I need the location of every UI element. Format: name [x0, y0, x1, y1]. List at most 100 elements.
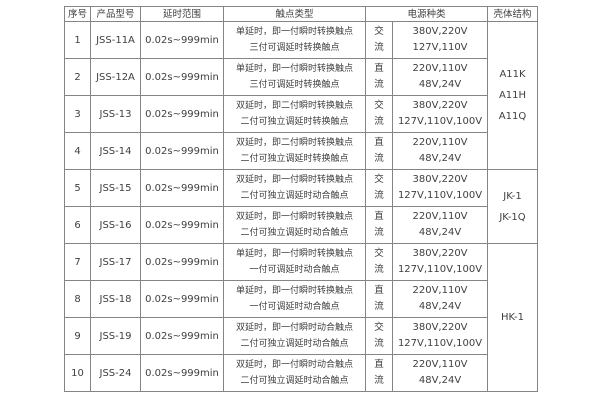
cell-voltage: 220V,110V 48V,24V: [391, 354, 489, 392]
current-char-1: 直: [374, 211, 384, 222]
contact-line-2: 三付可调延时转换触点: [249, 43, 340, 53]
voltage-line-1: 220V,110V: [412, 359, 468, 370]
cell-delay: 0.02s~999min: [140, 317, 224, 355]
cell-voltage: 380V,220V 127V,110V: [391, 21, 489, 59]
current-char-2: 流: [374, 338, 384, 349]
current-char-2: 流: [374, 301, 384, 312]
cell-contact: 单延时，即一付瞬时转换触点 一付可调延时动合触点: [223, 280, 366, 318]
voltage-line-1: 220V,110V: [412, 211, 468, 222]
current-char-1: 直: [374, 63, 384, 74]
voltage-line-2: 127V,110V,100V: [397, 264, 483, 275]
table-row: 7 JSS-17 0.02s~999min 单延时，即一付瞬时转换触点 一付可调…: [64, 243, 539, 392]
cell-no: 9: [64, 317, 91, 355]
current-char-2: 流: [374, 79, 384, 90]
shell-line: JK-1: [503, 190, 522, 202]
current-char-2: 流: [374, 153, 384, 164]
product-spec-table: 序号 产品型号 延时范围 触点类型 电源种类 壳体结构 1 JSS-11A 0.…: [64, 6, 539, 392]
cell-contact: 单延时，即一付瞬时转换触点 三付可调延时转换触点: [223, 21, 366, 59]
cell-current: 直 流: [365, 206, 393, 244]
current-char-2: 流: [374, 264, 384, 275]
contact-line-2: 三付可调延时转换触点: [249, 80, 340, 90]
contact-line-2: 一付可调延时动合触点: [249, 302, 340, 312]
table-row: 6 JSS-16 0.02s~999min 双延时，即一付瞬时转换触点 二付可独…: [64, 206, 538, 244]
cell-voltage: 220V,110V 48V,24V: [391, 132, 489, 170]
col-header-no: 序号: [64, 6, 91, 22]
cell-contact: 单延时，即一付瞬时转换触点 一付可调延时动合触点: [223, 243, 366, 281]
cell-current: 交 流: [365, 95, 393, 133]
cell-delay: 0.02s~999min: [140, 354, 224, 392]
contact-line-1: 双延时，即一付瞬时动合触点: [235, 323, 353, 333]
cell-delay: 0.02s~999min: [140, 95, 224, 133]
contact-line-1: 单延时，即一付瞬时转换触点: [235, 64, 353, 74]
voltage-line-1: 380V,220V: [412, 174, 468, 185]
table-row: 5 JSS-15 0.02s~999min 双延时，即一付瞬时转换触点 二付可独…: [64, 169, 539, 244]
cell-delay: 0.02s~999min: [140, 21, 224, 59]
cell-shell-group-3: HK-1: [487, 243, 539, 392]
cell-model: JSS-24: [90, 354, 141, 392]
cell-voltage: 380V,220V 127V,110V,100V: [391, 95, 489, 133]
table-row: 2 JSS-12A 0.02s~999min 单延时，即一付瞬时转换触点 三付可…: [64, 58, 538, 96]
cell-current: 直 流: [365, 58, 393, 96]
cell-no: 7: [64, 243, 91, 281]
voltage-line-1: 220V,110V: [412, 137, 468, 148]
voltage-line-1: 220V,110V: [412, 285, 468, 296]
cell-current: 直 流: [365, 280, 393, 318]
voltage-line-2: 127V,110V: [412, 42, 468, 53]
col-header-contact: 触点类型: [223, 6, 366, 22]
contact-line-2: 二付可独立调延时转换触点: [240, 117, 349, 127]
cell-model: JSS-14: [90, 132, 141, 170]
table-row: 3 JSS-13 0.02s~999min 双延时，即二付瞬时转换触点 二付可独…: [64, 95, 538, 133]
cell-no: 1: [64, 21, 91, 59]
current-char-2: 流: [374, 116, 384, 127]
contact-line-1: 双延时，即一付瞬时动合触点: [235, 360, 353, 370]
current-char-1: 交: [374, 322, 384, 333]
cell-model: JSS-17: [90, 243, 141, 281]
contact-line-1: 双延时，即二付瞬时转换触点: [235, 101, 353, 111]
col-header-shell: 壳体结构: [487, 6, 539, 22]
contact-line-2: 二付可独立调延时动合触点: [240, 191, 349, 201]
current-char-1: 交: [374, 26, 384, 37]
cell-voltage: 220V,110V 48V,24V: [391, 206, 489, 244]
cell-model: JSS-13: [90, 95, 141, 133]
shell-line: A11H: [498, 90, 527, 101]
cell-current: 交 流: [365, 243, 393, 281]
table-row: 8 JSS-18 0.02s~999min 单延时，即一付瞬时转换触点 一付可调…: [64, 280, 538, 318]
cell-current: 交 流: [365, 21, 393, 59]
col-header-model: 产品型号: [90, 6, 141, 22]
cell-delay: 0.02s~999min: [140, 280, 224, 318]
cell-contact: 双延时，即二付瞬时转换触点 二付可独立调延时转换触点: [223, 132, 366, 170]
current-char-2: 流: [374, 227, 384, 238]
voltage-line-1: 380V,220V: [412, 322, 468, 333]
voltage-line-2: 48V,24V: [418, 153, 462, 164]
table-row: 9 JSS-19 0.02s~999min 双延时，即一付瞬时动合触点 二付可独…: [64, 317, 538, 355]
cell-contact: 双延时，即一付瞬时转换触点 二付可独立调延时动合触点: [223, 206, 366, 244]
contact-line-1: 双延时，即一付瞬时转换触点: [235, 212, 353, 222]
cell-model: JSS-12A: [90, 58, 141, 96]
col-header-power: 电源种类: [364, 6, 489, 22]
contact-line-2: 二付可独立调延时动合触点: [240, 228, 349, 238]
voltage-line-2: 48V,24V: [418, 79, 462, 90]
voltage-line-1: 380V,220V: [412, 100, 468, 111]
current-char-1: 直: [374, 285, 384, 296]
cell-voltage: 220V,110V 48V,24V: [391, 58, 489, 96]
cell-contact: 双延时，即一付瞬时转换触点 二付可独立调延时动合触点: [223, 169, 366, 207]
cell-no: 4: [64, 132, 91, 170]
table-row: 10 JSS-24 0.02s~999min 双延时，即一付瞬时动合触点 二付可…: [64, 354, 538, 392]
cell-model: JSS-18: [90, 280, 141, 318]
cell-no: 2: [64, 58, 91, 96]
cell-delay: 0.02s~999min: [140, 206, 224, 244]
cell-no: 3: [64, 95, 91, 133]
cell-voltage: 220V,110V 48V,24V: [391, 280, 489, 318]
cell-model: JSS-16: [90, 206, 141, 244]
current-char-1: 交: [374, 174, 384, 185]
cell-no: 8: [64, 280, 91, 318]
cell-no: 10: [64, 354, 91, 392]
contact-line-2: 二付可独立调延时转换触点: [240, 154, 349, 164]
voltage-line-2: 127V,110V,100V: [397, 338, 483, 349]
voltage-line-1: 380V,220V: [412, 26, 468, 37]
cell-delay: 0.02s~999min: [140, 169, 224, 207]
table-row: 4 JSS-14 0.02s~999min 双延时，即二付瞬时转换触点 二付可独…: [64, 132, 538, 170]
current-char-1: 直: [374, 359, 384, 370]
col-header-delay: 延时范围: [140, 6, 224, 22]
shell-line: HK-1: [501, 312, 525, 323]
